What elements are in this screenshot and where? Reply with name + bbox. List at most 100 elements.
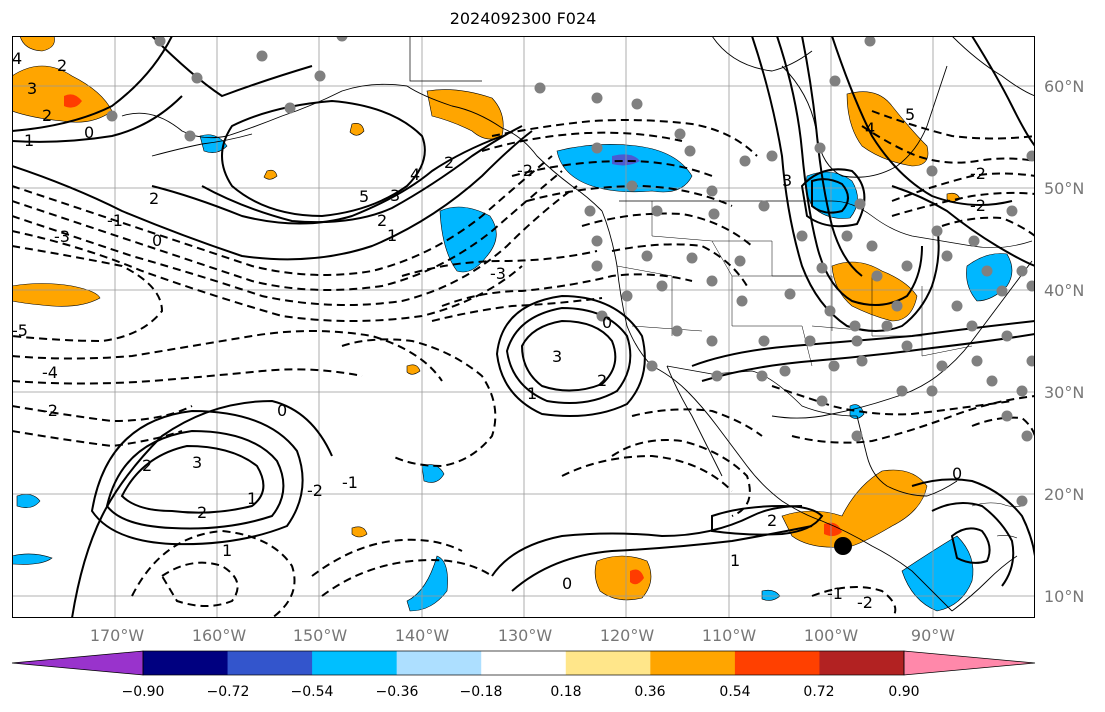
lat-label-20n: 20°N: [1044, 485, 1085, 504]
lon-label-130w: 130°W: [497, 626, 553, 645]
svg-text:2: 2: [377, 211, 387, 230]
svg-text:5: 5: [905, 105, 915, 124]
shade-negative: [421, 464, 445, 483]
svg-text:1: 1: [527, 384, 537, 403]
lon-label-100w: 100°W: [803, 626, 859, 645]
svg-text:-1: -1: [827, 584, 843, 603]
shade-positive: [426, 89, 504, 140]
svg-text:1: 1: [24, 131, 34, 150]
svg-text:2: 2: [149, 189, 159, 208]
colorbar-tick: 0.72: [803, 684, 835, 700]
shade-positive: [594, 555, 652, 601]
shade-positive: [831, 261, 918, 322]
svg-text:3: 3: [390, 186, 400, 205]
svg-text:2: 2: [444, 153, 454, 172]
colorbar-tick: −0.72: [206, 684, 250, 700]
lon-label-150w: 150°W: [292, 626, 348, 645]
svg-text:1: 1: [247, 489, 257, 508]
highlight-station[interactable]: [834, 537, 852, 555]
svg-text:0: 0: [562, 574, 572, 593]
shade-positive: [263, 169, 278, 180]
lat-label-10n: 10°N: [1044, 587, 1085, 606]
lat-label-30n: 30°N: [1044, 383, 1085, 402]
contours-dashed: [12, 110, 1035, 618]
shaded-regions: [12, 36, 1013, 612]
colorbar-segment: [565, 651, 651, 675]
shade-positive: [349, 123, 365, 136]
svg-text:5: 5: [359, 187, 369, 206]
shade-negative: [439, 206, 497, 273]
svg-text:-3: -3: [54, 227, 70, 246]
shade-positive: [12, 283, 101, 307]
shade-negative: [761, 589, 781, 601]
shade-negative: [556, 144, 693, 193]
colorbar-segment: [734, 651, 820, 675]
svg-text:-1: -1: [342, 473, 358, 492]
svg-text:2: 2: [197, 503, 207, 522]
shade-positive-strong: [630, 569, 644, 585]
lat-label-50n: 50°N: [1044, 179, 1085, 198]
svg-text:0: 0: [602, 313, 612, 332]
shade-positive-strong: [64, 94, 82, 108]
svg-text:1: 1: [730, 551, 740, 570]
colorbar-segment: [143, 651, 229, 675]
svg-text:4: 4: [410, 165, 420, 184]
svg-text:1: 1: [387, 226, 397, 245]
colorbar-segment: [650, 651, 736, 675]
svg-text:2: 2: [42, 106, 52, 125]
colorbar-segment: [481, 651, 567, 675]
colorbar-tick: 0.90: [888, 684, 920, 700]
svg-text:4: 4: [12, 49, 22, 68]
svg-text:2: 2: [57, 56, 67, 75]
lon-label-170w: 170°W: [89, 626, 145, 645]
map-area[interactable]: 4 2 3 2 0 1 2 5 4 3 2 1 0 -1 -3 -5 -4 -2…: [12, 36, 1035, 618]
map-title: 2024092300 F024: [449, 9, 597, 28]
shade-positive: [846, 91, 929, 167]
colorbar-tick: −0.18: [459, 684, 503, 700]
colorbar-tick: −0.90: [121, 684, 165, 700]
shade-negative: [16, 494, 41, 508]
colorbar: [11, 650, 1036, 676]
svg-text:4: 4: [865, 119, 875, 138]
shade-positive: [19, 36, 55, 52]
svg-text:-2: -2: [42, 401, 58, 420]
shade-negative: [406, 555, 448, 612]
svg-text:0: 0: [84, 123, 94, 142]
svg-text:-2: -2: [970, 164, 986, 183]
svg-text:2: 2: [142, 456, 152, 475]
svg-text:-2: -2: [517, 161, 533, 180]
shade-positive: [406, 364, 421, 375]
colorbar-segment: [227, 651, 313, 675]
shade-positive-strong: [824, 522, 842, 537]
svg-text:3: 3: [782, 171, 792, 190]
map-canvas[interactable]: 4 2 3 2 0 1 2 5 4 3 2 1 0 -1 -3 -5 -4 -2…: [12, 36, 1035, 618]
lat-label-40n: 40°N: [1044, 281, 1085, 300]
svg-text:2: 2: [767, 511, 777, 530]
svg-text:-2: -2: [970, 196, 986, 215]
lon-label-160w: 160°W: [191, 626, 247, 645]
colorbar-segment: [396, 651, 482, 675]
lon-label-110w: 110°W: [701, 626, 757, 645]
lon-label-140w: 140°W: [394, 626, 450, 645]
colorbar-tick: 0.54: [719, 684, 751, 700]
colorbar-tick: −0.54: [290, 684, 334, 700]
shade-negative: [199, 134, 228, 153]
shade-negative: [901, 535, 974, 612]
lon-label-120w: 120°W: [599, 626, 655, 645]
svg-text:-3: -3: [490, 264, 506, 283]
colorbar-tick: −0.36: [375, 684, 419, 700]
svg-text:0: 0: [277, 401, 287, 420]
colorbar-tick: 0.36: [634, 684, 666, 700]
svg-text:-1: -1: [107, 211, 123, 230]
shade-negative: [805, 171, 858, 219]
shade-positive: [351, 526, 368, 538]
shade-negative: [12, 553, 53, 565]
colorbar-tick: 0.18: [550, 684, 582, 700]
colorbar-segment: [819, 651, 905, 675]
svg-text:3: 3: [192, 453, 202, 472]
svg-text:0: 0: [152, 231, 162, 250]
lat-label-60n: 60°N: [1044, 77, 1085, 96]
svg-text:2: 2: [597, 371, 607, 390]
svg-text:-5: -5: [12, 321, 28, 340]
svg-text:1: 1: [222, 541, 232, 560]
